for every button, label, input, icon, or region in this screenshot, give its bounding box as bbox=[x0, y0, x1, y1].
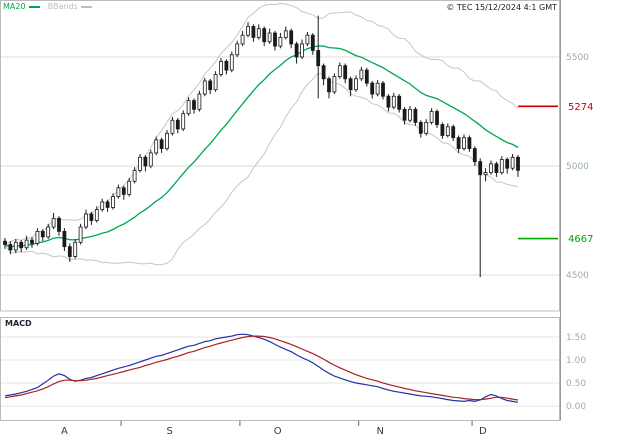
ma20-legend-label: MA20 bbox=[3, 2, 26, 11]
ma20-line bbox=[4, 45, 519, 248]
macd-panel-label: MACD bbox=[5, 319, 32, 328]
copyright-text: © TEC 15/12/2024 4:1 GMT bbox=[446, 3, 557, 12]
chart-legend: MA20 BBands bbox=[3, 2, 92, 12]
price-axis-label: 4500 bbox=[566, 271, 589, 281]
macd-axis-label: 1.00 bbox=[566, 356, 586, 366]
candlesticks bbox=[3, 15, 520, 278]
month-label-A: A bbox=[61, 426, 68, 437]
legend-bbands: BBands bbox=[48, 2, 92, 12]
price-panel-frame bbox=[0, 0, 560, 312]
month-label-O: O bbox=[274, 426, 282, 437]
bollinger-lower-line bbox=[4, 72, 519, 266]
macd-panel-frame bbox=[0, 317, 560, 421]
bbands-line-swatch-icon bbox=[80, 6, 92, 8]
month-label-N: N bbox=[377, 426, 384, 437]
price-axis-label: 5000 bbox=[566, 162, 589, 172]
macd-line bbox=[4, 333, 519, 403]
month-label-D: D bbox=[479, 426, 487, 437]
macd-axis-label: 0.50 bbox=[566, 379, 586, 389]
signal-line bbox=[4, 335, 519, 401]
macd-axis-label: 1.50 bbox=[566, 333, 586, 343]
month-label-S: S bbox=[167, 426, 173, 437]
bbands-legend-label: BBands bbox=[47, 2, 78, 11]
legend-ma20: MA20 bbox=[3, 2, 40, 12]
level-label-4667: 4667 bbox=[568, 234, 593, 245]
ma20-line-swatch-icon bbox=[28, 6, 40, 8]
bollinger-upper-line bbox=[4, 2, 519, 245]
level-label-5274: 5274 bbox=[568, 102, 593, 113]
macd-axis-label: 0.00 bbox=[566, 402, 586, 412]
price-axis-label: 5500 bbox=[566, 53, 589, 63]
